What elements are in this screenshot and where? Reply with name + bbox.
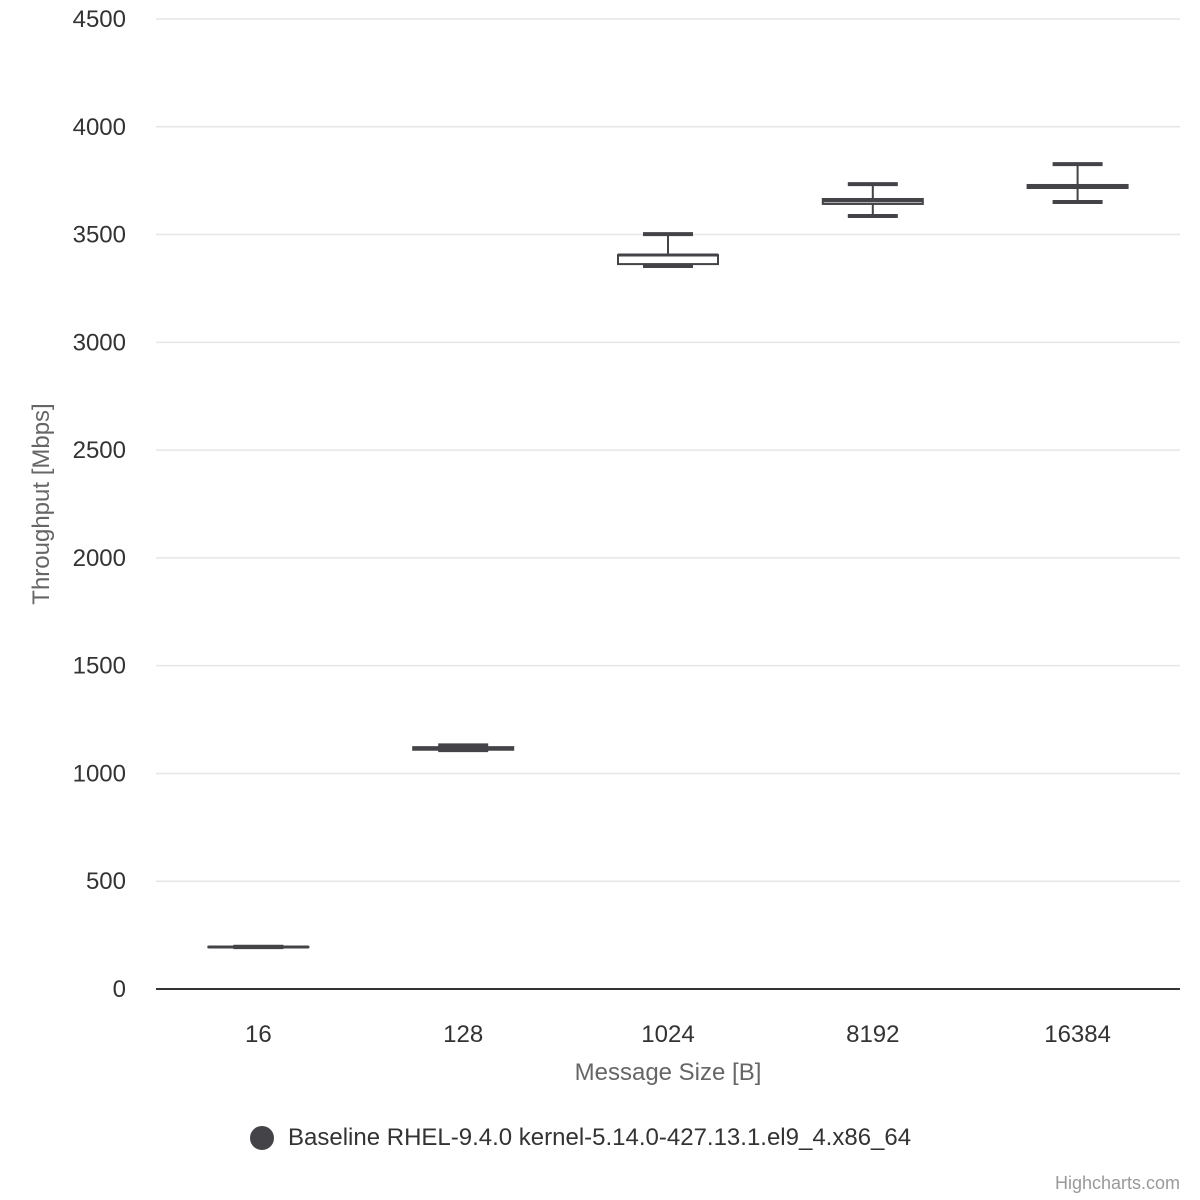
- x-tick-label: 16384: [1044, 1021, 1111, 1048]
- x-tick-label: 16: [245, 1021, 272, 1048]
- box-16[interactable]: [207, 944, 310, 950]
- y-tick-label: 2500: [73, 437, 126, 464]
- y-axis-ticks: 0 500 1000 1500 2000 2500 3000 3500 4000 4500: [73, 6, 126, 1003]
- grid-lines: [156, 18, 1180, 882]
- y-tick-label: 4500: [73, 6, 126, 33]
- x-tick-label: 8192: [846, 1021, 899, 1048]
- box-16384[interactable]: [1026, 162, 1129, 205]
- y-tick-label: 1000: [73, 760, 126, 787]
- x-axis-title: Message Size [B]: [575, 1059, 762, 1086]
- legend-item[interactable]: Baseline RHEL-9.4.0 kernel-5.14.0-427.13…: [250, 1124, 911, 1152]
- boxplot-series: [207, 162, 1129, 950]
- legend-label: Baseline RHEL-9.4.0 kernel-5.14.0-427.13…: [288, 1124, 912, 1151]
- legend-marker-icon: [250, 1126, 274, 1150]
- x-tick-label: 1024: [641, 1021, 694, 1048]
- y-tick-label: 500: [86, 868, 126, 895]
- y-tick-label: 4000: [73, 114, 126, 141]
- x-axis-ticks: 16 128 1024 8192 16384: [245, 1021, 1111, 1048]
- y-tick-label: 0: [113, 976, 126, 1003]
- y-tick-label: 2000: [73, 545, 126, 572]
- x-tick-label: 128: [443, 1021, 483, 1048]
- box-128[interactable]: [412, 743, 515, 753]
- credits-link[interactable]: Highcharts.com: [1054, 1173, 1180, 1193]
- box-8192[interactable]: [821, 182, 924, 219]
- y-tick-label: 1500: [73, 653, 126, 680]
- y-tick-label: 3500: [73, 222, 126, 249]
- y-tick-label: 3000: [73, 329, 126, 356]
- y-axis-title: Throughput [Mbps]: [28, 403, 55, 604]
- box-1024[interactable]: [617, 232, 719, 269]
